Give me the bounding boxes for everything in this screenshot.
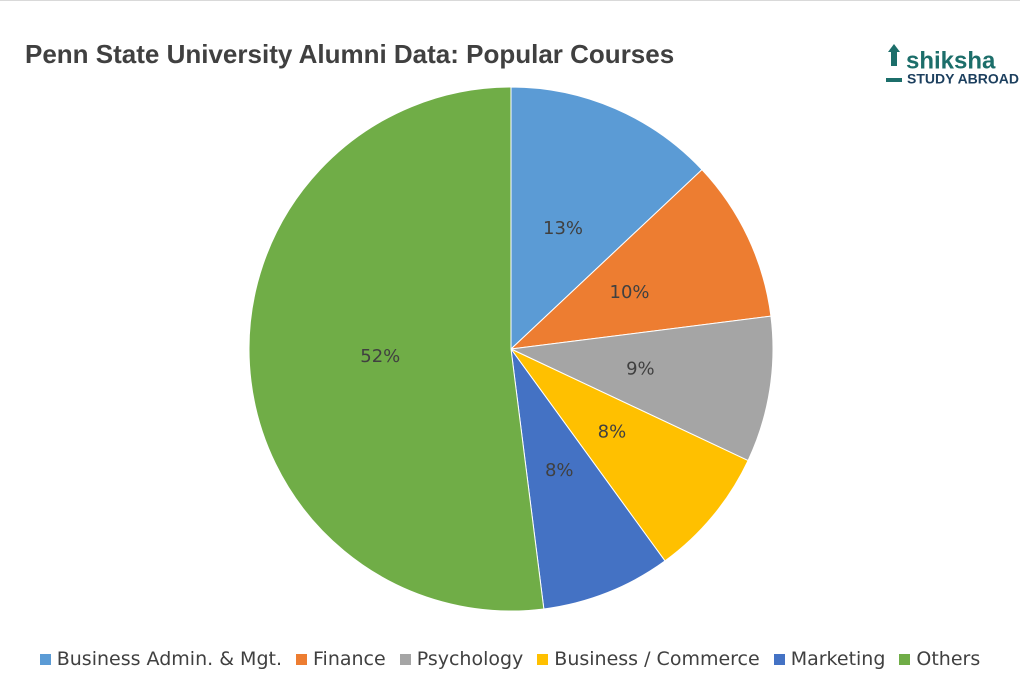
legend-label: Business / Commerce: [554, 648, 760, 670]
value-label: 52%: [360, 346, 400, 367]
legend-label: Psychology: [416, 648, 524, 670]
legend-item: Marketing: [773, 648, 886, 670]
legend-swatch: [537, 653, 549, 665]
legend-swatch: [399, 653, 411, 665]
pie-slice: [510, 348, 666, 610]
logo-tagline: STUDY ABROAD: [907, 71, 1019, 87]
legend-swatch: [296, 653, 307, 665]
legend-item: Others: [899, 648, 980, 670]
value-label: 13%: [543, 218, 583, 239]
legend-item: Finance: [296, 648, 386, 670]
legend-label: Business Admin. & Mgt.: [56, 648, 282, 670]
pie-slice: [510, 348, 749, 562]
value-label: 9%: [626, 358, 655, 379]
legend-label: Marketing: [790, 648, 886, 670]
legend-swatch: [39, 653, 51, 665]
logo-icon: [886, 44, 902, 82]
legend-label: Others: [916, 648, 981, 670]
value-label: 8%: [545, 460, 574, 481]
pie-slice: [509, 168, 772, 350]
legend-item: Psychology: [399, 648, 524, 670]
chart-title: Penn State University Alumni Data: Popul…: [25, 39, 674, 69]
value-label: 10%: [610, 282, 650, 303]
legend-swatch: [899, 653, 911, 665]
legend-item: Business / Commerce: [537, 648, 760, 670]
pie-slice: [510, 86, 703, 351]
pie: 13% 10% 9% 8% 8% 52%: [248, 86, 774, 612]
pie-slice: [509, 315, 774, 462]
legend: Business Admin. & Mgt. Finance Psychology B…: [0, 648, 1020, 670]
logo-name: shiksha: [906, 47, 996, 74]
legend-label: Finance: [313, 648, 386, 670]
legend-item: Business Admin. & Mgt.: [39, 648, 282, 670]
logo: shiksha STUDY ABROAD: [886, 44, 1019, 87]
value-label: 8%: [598, 422, 627, 443]
pie-slice: [248, 86, 545, 612]
legend-swatch: [773, 653, 785, 665]
